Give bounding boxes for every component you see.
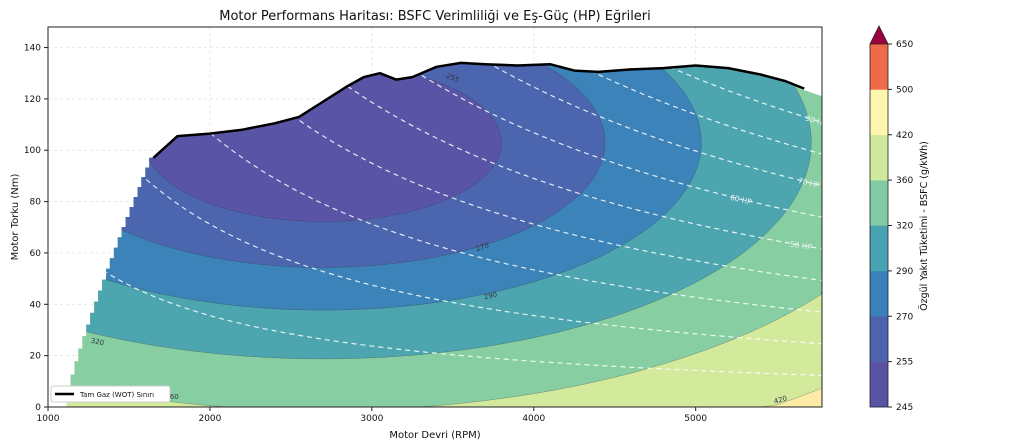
hp-line-30 — [121, 62, 822, 313]
hp-line-50 — [277, 62, 822, 250]
y-axis-label: Motor Torku (Nm) — [10, 174, 21, 261]
hp-line-20 — [66, 62, 822, 345]
colorbar: 245 255 270 290 320 360 420 500 650 — [869, 25, 913, 413]
contour-label-360: 360 — [165, 393, 178, 401]
x-tick-label: 3000 — [360, 414, 383, 424]
y-tick-label: 120 — [24, 95, 41, 105]
bsfc-band-245-255 — [144, 63, 502, 222]
colorbar-label: Özgül Yakıt Tüketimi - BSFC (g/kWh) — [919, 141, 930, 311]
contour-label-320: 320 — [90, 337, 105, 348]
contour-label-420: 420 — [773, 394, 788, 405]
hp-line-80 — [510, 62, 822, 155]
hp-label-50: 50 HP — [789, 239, 813, 252]
colorbar-band-245-255 — [870, 361, 888, 408]
chart-title: Motor Performans Haritası: BSFC Verimlil… — [219, 9, 651, 24]
colorbar-tick-label: 360 — [896, 176, 913, 186]
colorbar-tick-label: 290 — [896, 267, 913, 277]
wot-curve — [152, 61, 805, 159]
colorbar-tick-label: 245 — [896, 403, 913, 413]
hp-line-70 — [433, 62, 822, 187]
colorbar-tick-label: 650 — [896, 40, 913, 50]
y-tick-label: 100 — [24, 146, 41, 156]
x-tick-label: 5000 — [684, 414, 707, 424]
x-tick-label: 4000 — [522, 414, 545, 424]
y-tick-label: 0 — [35, 403, 41, 413]
hp-line-90 — [588, 62, 822, 123]
colorbar-band-255-270 — [870, 316, 888, 362]
y-tick-label: 80 — [30, 198, 42, 208]
legend-box — [50, 385, 171, 403]
colorbar-tick-label: 270 — [896, 312, 913, 322]
colorbar-band-420-500 — [870, 89, 888, 136]
colorbar-band-360-420 — [870, 134, 888, 181]
colorbar-band-320-360 — [870, 180, 888, 226]
plot-frame — [47, 26, 823, 408]
legend: Tam Gaz (WOT) Sınırı — [50, 385, 171, 403]
contour-label-270: 270 — [475, 241, 490, 253]
y-tick-label: 20 — [30, 352, 42, 362]
colorbar-tick-label: 420 — [896, 131, 913, 141]
bsfc-contours — [66, 62, 822, 407]
y-tick-label: 40 — [30, 300, 42, 310]
colorbar-band-270-290 — [870, 270, 888, 317]
hp-line-60 — [355, 62, 822, 218]
contour-label-290: 290 — [483, 291, 498, 302]
y-tick-label: 140 — [24, 44, 41, 54]
x-axis-label: Motor Devri (RPM) — [389, 430, 480, 441]
colorbar-band-500-650 — [870, 44, 888, 90]
colorbar-tick-label: 500 — [896, 85, 913, 95]
hp-line-10 — [66, 223, 822, 376]
colorbar-extend-triangle — [869, 25, 889, 45]
colorbar-tick-label: 255 — [896, 358, 913, 368]
legend-label-wot: Tam Gaz (WOT) Sınırı — [79, 391, 154, 399]
axis-ticks: 1000 2000 3000 4000 5000 0 20 40 60 80 100 120 140 — [24, 44, 708, 424]
y-tick-label: 60 — [30, 249, 42, 259]
x-tick-label: 1000 — [37, 414, 60, 424]
x-tick-label: 2000 — [198, 414, 221, 424]
colorbar-band-290-320 — [870, 225, 888, 272]
colorbar-tick-label: 320 — [896, 222, 913, 232]
